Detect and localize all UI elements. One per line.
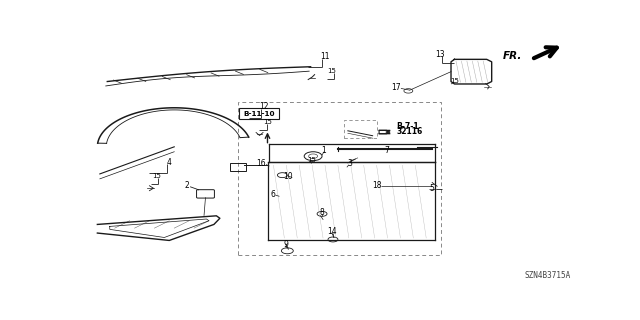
Text: 32116: 32116 [396, 127, 422, 136]
Text: 15: 15 [152, 173, 161, 179]
Text: 18: 18 [372, 181, 381, 190]
Text: 1: 1 [322, 146, 326, 155]
Text: 17: 17 [392, 83, 401, 92]
Text: 5: 5 [429, 184, 435, 193]
Text: 3: 3 [348, 159, 353, 168]
Text: 6: 6 [270, 190, 275, 199]
Bar [344, 120, 376, 138]
Text: 15: 15 [263, 119, 272, 125]
Bar [237, 102, 441, 255]
Text: B-7-1: B-7-1 [396, 122, 419, 131]
Text: 15: 15 [328, 68, 337, 74]
Text: 12: 12 [259, 102, 268, 111]
Text: SZN4B3715A: SZN4B3715A [525, 271, 571, 280]
FancyBboxPatch shape [239, 108, 280, 119]
Text: 16: 16 [256, 159, 266, 168]
Text: B-11-10: B-11-10 [243, 110, 275, 116]
Text: 8: 8 [319, 208, 324, 217]
Text: 15: 15 [308, 156, 317, 163]
Text: 4: 4 [167, 157, 172, 167]
Text: 14: 14 [327, 227, 337, 236]
Text: FR.: FR. [503, 52, 522, 61]
Text: 11: 11 [320, 52, 329, 61]
Text: 7: 7 [384, 146, 389, 155]
Text: 13: 13 [435, 50, 445, 59]
Text: 2: 2 [184, 181, 189, 190]
Text: 10: 10 [284, 172, 293, 181]
Text: 15: 15 [450, 78, 459, 84]
Text: 9: 9 [284, 240, 288, 249]
